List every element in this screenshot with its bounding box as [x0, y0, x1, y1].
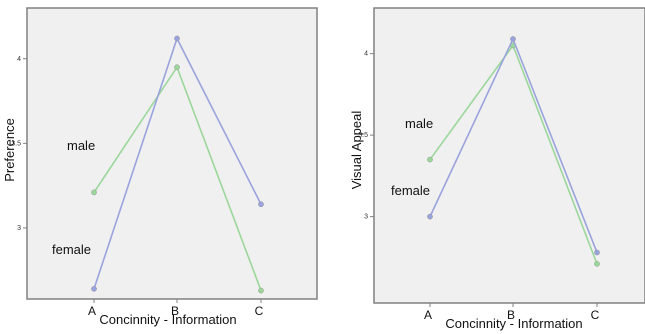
- data-point-male: [427, 156, 433, 163]
- y-tick-label: 3.5: [358, 132, 368, 139]
- annotation-male: male: [405, 116, 433, 131]
- data-point-female: [594, 249, 600, 256]
- x-tick-label: C: [591, 308, 600, 322]
- data-point-female: [427, 213, 433, 220]
- y-tick-label: 3.5: [11, 140, 21, 147]
- data-point-male: [91, 189, 97, 196]
- y-tick-label: 3: [364, 214, 368, 221]
- data-point-male: [258, 287, 264, 294]
- data-point-female: [258, 201, 264, 208]
- y-tick-label: 4: [17, 56, 21, 63]
- chart-panel-1: 3 3.5 4 A B C Concinnity - Information Preferen…: [2, 7, 318, 327]
- x-tick-label: C: [255, 304, 264, 318]
- data-point-male: [174, 64, 180, 71]
- annotation-female: female: [52, 242, 91, 257]
- data-point-female: [510, 36, 516, 42]
- data-point-male: [594, 261, 600, 267]
- chart-panel-2: 3 3.5 4 A B C Concinnity - Information Visual A…: [349, 7, 645, 331]
- y-axis-label: Preference: [2, 118, 17, 182]
- x-tick-label: A: [88, 304, 96, 318]
- annotation-male: male: [67, 138, 95, 153]
- x-tick-label: B: [507, 308, 515, 322]
- x-axis-label: Concinnity - Information: [445, 316, 582, 331]
- plot-area: [26, 7, 318, 300]
- y-tick-label: 4: [364, 51, 368, 58]
- data-point-female: [174, 35, 180, 42]
- plot-area: [373, 7, 645, 304]
- x-axis-label: Concinnity - Information: [99, 312, 236, 327]
- y-tick-label: 3: [17, 225, 21, 232]
- x-tick-label: A: [424, 308, 432, 322]
- y-axis-label: Visual Appeal: [349, 111, 364, 190]
- annotation-female: female: [391, 183, 430, 198]
- data-point-female: [91, 286, 97, 292]
- x-tick-label: B: [171, 304, 179, 318]
